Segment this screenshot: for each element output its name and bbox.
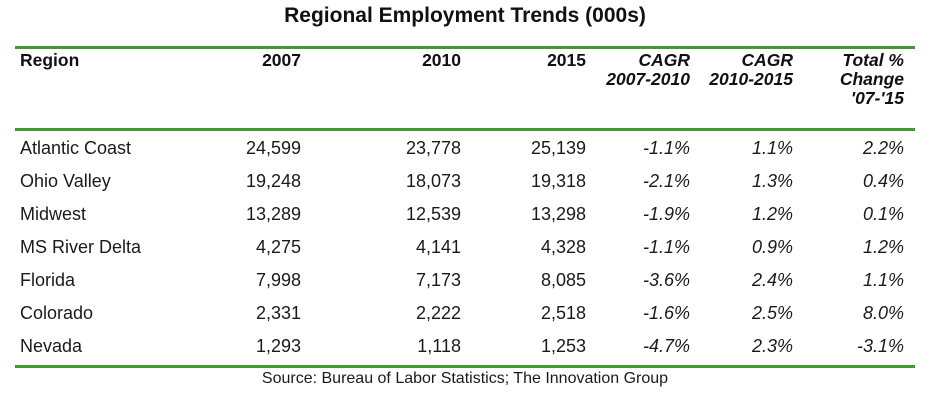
- column-header-line: Region: [20, 50, 80, 70]
- column-header-line: CAGR: [741, 50, 793, 70]
- column-header-line: Change: [839, 69, 904, 89]
- column-header-5: CAGR 2010-2015: [690, 51, 793, 89]
- table-cell: -2.1%: [642, 171, 690, 191]
- row-label: Ohio Valley: [20, 171, 111, 191]
- row-label: Florida: [20, 270, 76, 290]
- column-header-2: 2010: [360, 51, 461, 70]
- table-cell: 1.3%: [751, 171, 793, 191]
- table-cell: 0.4%: [862, 171, 904, 191]
- column-header-line: 2015: [547, 50, 586, 70]
- column-header-4: CAGR 2007-2010: [580, 51, 690, 89]
- table-cell: 2.2%: [862, 138, 904, 158]
- row-label: MS River Delta: [20, 237, 142, 257]
- table-cell: 13,289: [245, 204, 301, 224]
- table-cell: 8.0%: [862, 303, 904, 323]
- table-row: Colorado 2,331 2,222 2,518 -1.6% 2.5% 8.0%: [0, 297, 930, 330]
- table-cell: 1,253: [540, 336, 586, 356]
- column-header-line: Total %: [842, 50, 904, 70]
- table-cell: 19,248: [245, 171, 301, 191]
- column-header-6: Total % Change '07-'15: [790, 51, 904, 108]
- table-cell: -1.6%: [642, 303, 690, 323]
- table-cell: -1.1%: [642, 237, 690, 257]
- table-cell: 18,073: [405, 171, 461, 191]
- table-row: Midwest 13,289 12,539 13,298 -1.9% 1.2% 0.1%: [0, 198, 930, 231]
- table-cell: 0.1%: [862, 204, 904, 224]
- table-cell: -4.7%: [642, 336, 690, 356]
- table-cell: 1.2%: [862, 237, 904, 257]
- source-note: Source: Bureau of Labor Statistics; The …: [261, 370, 669, 387]
- table-cell: 25,139: [530, 138, 586, 158]
- table-cell: 2.4%: [751, 270, 793, 290]
- bottom-rule: [15, 365, 915, 368]
- column-header-line: CAGR: [638, 50, 690, 70]
- table-cell: 13,298: [530, 204, 586, 224]
- table-row: Florida 7,998 7,173 8,085 -3.6% 2.4% 1.1%: [0, 264, 930, 297]
- column-header-1: 2007: [200, 51, 301, 70]
- table-cell: -3.6%: [642, 270, 690, 290]
- table-cell: 1.2%: [751, 204, 793, 224]
- column-header-line: 2010: [422, 50, 461, 70]
- column-header-line: 2007-2010: [606, 69, 690, 89]
- column-header-3: 2015: [480, 51, 586, 70]
- column-header-line: '07-'15: [850, 88, 904, 108]
- table-cell: 2.5%: [751, 303, 793, 323]
- table-cell: -1.1%: [642, 138, 690, 158]
- table-cell: -1.9%: [642, 204, 690, 224]
- table-row: Nevada 1,293 1,118 1,253 -4.7% 2.3% -3.1%: [0, 330, 930, 363]
- row-label: Atlantic Coast: [20, 138, 132, 158]
- table-cell: 1.1%: [862, 270, 904, 290]
- row-label: Midwest: [20, 204, 87, 224]
- header-rule: [15, 128, 915, 131]
- table-cell: 23,778: [405, 138, 461, 158]
- table-cell: 8,085: [540, 270, 586, 290]
- table-row: Atlantic Coast 24,599 23,778 25,139 -1.1% 1.1…: [0, 132, 930, 165]
- column-header-line: 2007: [262, 50, 301, 70]
- table-title: Regional Employment Trends (000s): [284, 4, 646, 27]
- table-cell: 4,275: [255, 237, 301, 257]
- table-cell: 4,141: [415, 237, 461, 257]
- column-header-line: 2010-2015: [709, 69, 793, 89]
- table-cell: 7,998: [255, 270, 301, 290]
- row-label: Nevada: [20, 336, 83, 356]
- top-rule: [15, 46, 915, 49]
- table-cell: 19,318: [530, 171, 586, 191]
- table-cell: 2.3%: [751, 336, 793, 356]
- table-cell: -3.1%: [856, 336, 904, 356]
- table-cell: 2,331: [255, 303, 301, 323]
- table-row: MS River Delta 4,275 4,141 4,328 -1.1% 0.9% 1.…: [0, 231, 930, 264]
- table-cell: 1,293: [255, 336, 301, 356]
- table-cell: 4,328: [540, 237, 586, 257]
- table-row: Ohio Valley 19,248 18,073 19,318 -2.1% 1.3% 0.…: [0, 165, 930, 198]
- column-header-0: Region: [20, 51, 220, 70]
- table-cell: 7,173: [415, 270, 461, 290]
- table-cell: 2,222: [415, 303, 461, 323]
- table-cell: 12,539: [405, 204, 461, 224]
- table-cell: 2,518: [540, 303, 586, 323]
- table-cell: 24,599: [245, 138, 301, 158]
- table-cell: 1.1%: [751, 138, 793, 158]
- row-label: Colorado: [20, 303, 94, 323]
- table-cell: 1,118: [417, 336, 461, 356]
- table-cell: 0.9%: [751, 237, 793, 257]
